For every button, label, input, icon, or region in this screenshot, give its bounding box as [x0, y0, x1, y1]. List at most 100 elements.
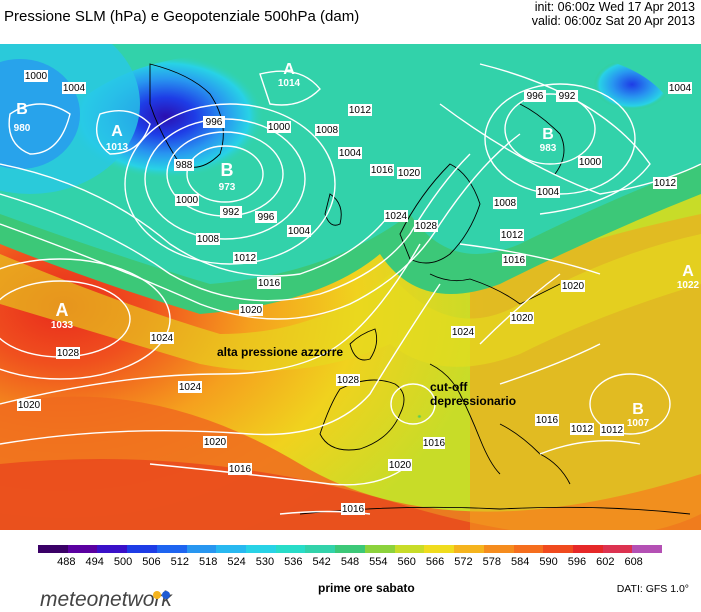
run-info: init: 06:00z Wed 17 Apr 2013 valid: 06:0…	[532, 0, 695, 28]
svg-text:1012: 1012	[234, 253, 257, 264]
data-source: DATI: GFS 1.0°	[616, 583, 689, 595]
colorbar-segment	[186, 545, 217, 553]
isobar-label: 1012	[233, 252, 257, 264]
isobar-label: 996	[524, 90, 546, 102]
isobar-label: 1016	[423, 437, 446, 449]
colorbar-segment	[424, 545, 455, 553]
isobar-label: 1004	[536, 186, 560, 198]
weather-map: B 980 A 1013 A 1014 B 973 B 983 A 1033 A…	[0, 44, 701, 530]
colorbar-segment	[97, 545, 128, 553]
colorbar-tick-label: 578	[482, 556, 501, 568]
svg-text:1024: 1024	[385, 211, 408, 222]
svg-text:1016: 1016	[229, 464, 252, 475]
svg-text:992: 992	[223, 207, 240, 218]
isobar-label: 1012	[500, 229, 524, 241]
svg-text:992: 992	[559, 91, 576, 102]
cutoff-annotation-line1: cut-off	[430, 380, 468, 394]
colorbar-tick-label: 548	[340, 556, 360, 568]
svg-text:1016: 1016	[342, 504, 365, 515]
isobar-label: 1008	[196, 233, 220, 245]
colorbar-tick-label: 590	[539, 556, 558, 568]
isobar-label: 1020	[510, 312, 534, 324]
high-center-label: A	[111, 123, 123, 140]
svg-text:1024: 1024	[151, 333, 174, 344]
isobar-label: 1000	[24, 70, 48, 82]
colorbar-tick-label: 560	[397, 556, 416, 568]
isobar-label: 992	[220, 206, 242, 218]
low-center-label: B	[16, 101, 28, 118]
colorbar-segment	[156, 545, 187, 553]
isobar-label: 1028	[336, 374, 360, 386]
isobar-label: 1024	[384, 210, 408, 222]
pressure-value-label: 1014	[278, 78, 301, 89]
colorbar-tick-label: 554	[369, 556, 388, 568]
colorbar-tick-label: 512	[170, 556, 189, 568]
pressure-value-label: 983	[540, 143, 557, 154]
svg-text:1016: 1016	[258, 278, 281, 289]
colorbar-segment	[275, 545, 306, 553]
logo-dots-icon	[153, 591, 170, 599]
colorbar-segment	[67, 545, 98, 553]
svg-text:1004: 1004	[339, 148, 362, 159]
isobar-label: 1012	[653, 177, 677, 189]
colorbar-segment	[246, 545, 276, 553]
isobar-label: 1000	[267, 121, 291, 133]
colorbar-segment	[454, 545, 484, 553]
colorbar-segment	[364, 545, 395, 553]
svg-text:1020: 1020	[204, 437, 227, 448]
isobar-label: 1028	[56, 347, 80, 359]
svg-text:1000: 1000	[25, 71, 48, 82]
svg-text:1012: 1012	[501, 230, 524, 241]
colorbar-tick-label: 542	[312, 556, 331, 568]
geopotential-colorbar	[38, 545, 663, 553]
isobar-label: 1020	[17, 399, 41, 411]
colorbar-tick-label: 488	[57, 556, 76, 568]
isobar-label: 1024	[451, 326, 475, 338]
svg-text:1016: 1016	[503, 255, 526, 266]
isobar-label: 1004	[668, 82, 692, 94]
colorbar-segment	[394, 545, 425, 553]
high-center-label: A	[56, 300, 69, 320]
isobar-label: 1020	[561, 280, 585, 292]
isobar-label: 1024	[150, 332, 174, 344]
init-time: init: 06:00z Wed 17 Apr 2013	[534, 0, 695, 14]
colorbar-segment	[543, 545, 573, 553]
meteonetwork-logo: meteonetwork	[40, 588, 172, 611]
low-center-label: B	[542, 126, 554, 143]
svg-text:1008: 1008	[316, 125, 339, 136]
isobar-label: 1024	[178, 381, 202, 393]
svg-text:1012: 1012	[654, 178, 677, 189]
svg-text:1012: 1012	[349, 105, 372, 116]
svg-text:1024: 1024	[179, 382, 202, 393]
svg-text:1016: 1016	[423, 438, 446, 449]
svg-text:1004: 1004	[63, 83, 86, 94]
svg-text:1004: 1004	[669, 83, 692, 94]
isobar-label: 1012	[570, 423, 594, 435]
colorbar-tick-label: 536	[284, 556, 303, 568]
svg-text:1020: 1020	[562, 281, 585, 292]
svg-text:1020: 1020	[511, 313, 534, 324]
isobar-label: 1004	[62, 82, 86, 94]
colorbar-tick-label: 506	[142, 556, 161, 568]
pressure-value-label: 1007	[627, 418, 650, 429]
svg-text:1008: 1008	[494, 198, 517, 209]
colorbar-segment	[305, 545, 336, 553]
svg-text:1000: 1000	[176, 195, 199, 206]
cutoff-annotation-line2: depressionario	[430, 394, 516, 408]
pressure-value-label: 973	[219, 182, 236, 193]
colorbar-segment	[632, 545, 663, 553]
isobar-label: 996	[255, 211, 277, 223]
isobar-label: 1016	[370, 164, 394, 176]
isobar-label: 988	[174, 159, 194, 171]
isobar-label: 1016	[257, 277, 281, 289]
colorbar-tick-label: 572	[454, 556, 473, 568]
pressure-value-label: 1022	[677, 280, 700, 291]
isobar-label: 1004	[338, 147, 362, 159]
isobar-label: 1020	[239, 304, 263, 316]
isobar-label: 992	[556, 90, 578, 102]
colorbar-tick-label: 584	[510, 556, 530, 568]
svg-text:996: 996	[206, 117, 223, 128]
svg-text:1020: 1020	[398, 168, 421, 179]
colorbar-segment	[127, 545, 157, 553]
colorbar-tick-label: 566	[425, 556, 445, 568]
